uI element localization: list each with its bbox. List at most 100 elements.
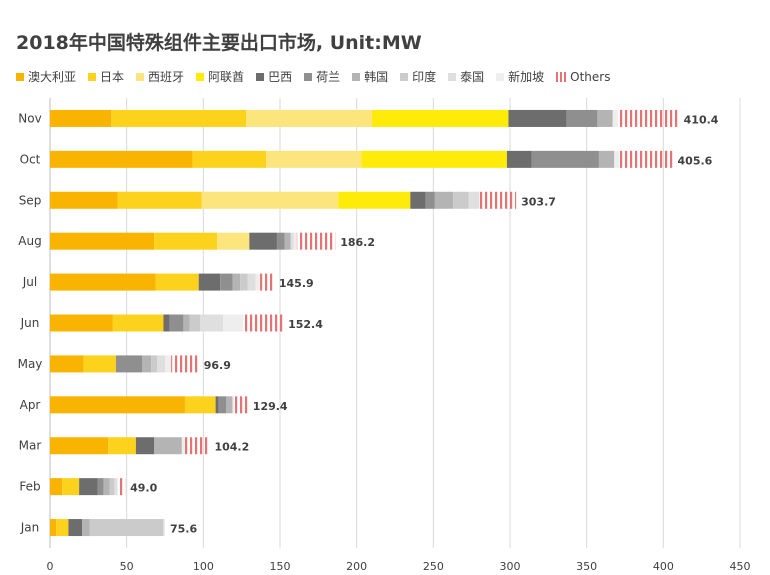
category-label-oct: Oct [20,152,41,166]
legend-swatch-0 [16,72,24,81]
bar-feb-series-0 [50,478,63,496]
bar-sep-series-5 [425,191,435,209]
bar-oct-series-0 [50,150,193,168]
bar-jun-series-0 [50,314,113,332]
x-tick-label-50: 50 [120,560,134,573]
bar-sep-series-3 [338,191,411,209]
bar-nov-series-6 [597,109,613,127]
x-tick-label-200: 200 [346,560,367,573]
bar-jun-series-5 [169,314,184,332]
legend-item-3: 阿联酋 [196,68,244,85]
bar-oct-series-5 [531,150,599,168]
bar-aug-series-4 [249,232,277,250]
bar-feb-series-6 [103,478,110,496]
category-label-nov: Nov [18,111,41,125]
total-label-may: 96.9 [204,359,231,372]
bar-oct-series-1 [192,150,267,168]
bar-nov-series-2 [246,109,372,127]
legend-label-2: 西班牙 [148,70,185,84]
legend-item-5: 荷兰 [304,68,340,85]
category-label-jun: Jun [20,316,40,330]
bar-sep-series-0 [50,191,118,209]
bar-oct-series-3 [361,150,507,168]
total-label-jan: 75.6 [170,523,197,536]
bar-may-series-8 [157,355,165,373]
total-label-jul: 145.9 [279,277,314,290]
category-label-may: May [18,357,43,371]
bar-apr-series-6 [226,396,233,414]
bar-aug-series-0 [50,232,155,250]
bar-may-series-1 [83,355,116,373]
category-label-aug: Aug [18,234,41,248]
bar-mar-series-1 [108,437,136,455]
bar-aug-series-1 [154,232,218,250]
chart-legend: 澳大利亚 日本 西班牙 阿联酋 巴西 荷兰 韩国 印度 泰国 新加坡 Others [16,68,766,85]
bar-jul-series-6 [232,273,241,291]
bar-sep-series-1 [117,191,202,209]
total-label-feb: 49.0 [130,482,157,495]
legend-label-4: 巴西 [268,70,293,84]
bar-jan-series-7 [89,519,164,537]
legend-label-7: 印度 [412,70,437,84]
legend-swatch-3 [196,72,205,81]
labels-group: 0 50 100 150 200 250 300 350 400 450 Nov 410.4 Oct 40… [18,111,751,573]
bar-feb-series-7 [109,478,115,496]
bar-may-series-5 [115,355,142,373]
legend-swatch-1 [88,72,97,81]
bar-jul-series-1 [155,273,199,291]
bar-mar-series-4 [135,437,155,455]
legend-label-6: 韩国 [364,70,389,84]
legend-label-9: 新加坡 [508,70,545,84]
bar-jul-series-7 [240,273,248,291]
bar-oct-series-10 [618,150,673,168]
bar-jul-series-9 [255,273,261,291]
legend-swatch-2 [136,72,145,81]
chart-title: 2018年中国特殊组件主要出口市场, Unit:MW [16,32,422,54]
bar-nov-series-4 [508,109,567,127]
bar-nov-series-5 [566,109,598,127]
bar-jul-series-4 [198,273,221,291]
bar-sep-series-10 [479,191,517,209]
x-tick-label-150: 150 [270,560,291,573]
bars-group [50,109,679,537]
bar-may-series-0 [50,355,84,373]
bar-jul-series-10 [260,273,274,291]
bar-apr-series-4 [215,396,219,414]
bar-apr-series-1 [184,396,216,414]
bar-aug-series-10 [296,232,336,250]
total-label-sep: 303.7 [521,195,556,208]
category-label-jan: Jan [20,521,40,535]
legend-label-5: 荷兰 [316,70,341,84]
legend-swatch-7 [400,72,409,81]
bar-may-series-7 [151,355,158,373]
bar-jun-series-6 [183,314,190,332]
bar-jun-series-9 [223,314,244,332]
legend-swatch-8 [448,72,457,81]
bar-jun-series-4 [163,314,170,332]
total-label-oct: 405.6 [678,154,713,167]
legend-label-10: Others [570,69,611,84]
bar-feb-series-4 [79,478,98,496]
bar-nov-series-0 [50,109,112,127]
bar-jun-series-7 [189,314,201,332]
bar-mar-series-9 [181,437,185,455]
bar-jan-series-9 [163,519,165,537]
bar-sep-series-6 [434,191,454,209]
bar-nov-series-10 [617,109,679,127]
bar-feb-series-1 [62,478,80,496]
x-tick-label-350: 350 [576,560,597,573]
bar-sep-series-4 [410,191,426,209]
legend-swatch-6 [352,72,361,81]
legend-item-4: 巴西 [256,68,292,85]
total-label-mar: 104.2 [214,441,249,454]
bar-oct-series-9 [614,150,619,168]
bar-nov-series-1 [111,109,247,127]
bar-mar-series-0 [50,437,109,455]
bar-apr-series-5 [218,396,227,414]
bar-sep-series-7 [453,191,469,209]
legend-label-8: 泰国 [460,70,485,84]
bar-mar-series-10 [184,437,210,455]
bar-jul-series-5 [220,273,233,291]
legend-label-3: 阿联酋 [208,70,245,84]
